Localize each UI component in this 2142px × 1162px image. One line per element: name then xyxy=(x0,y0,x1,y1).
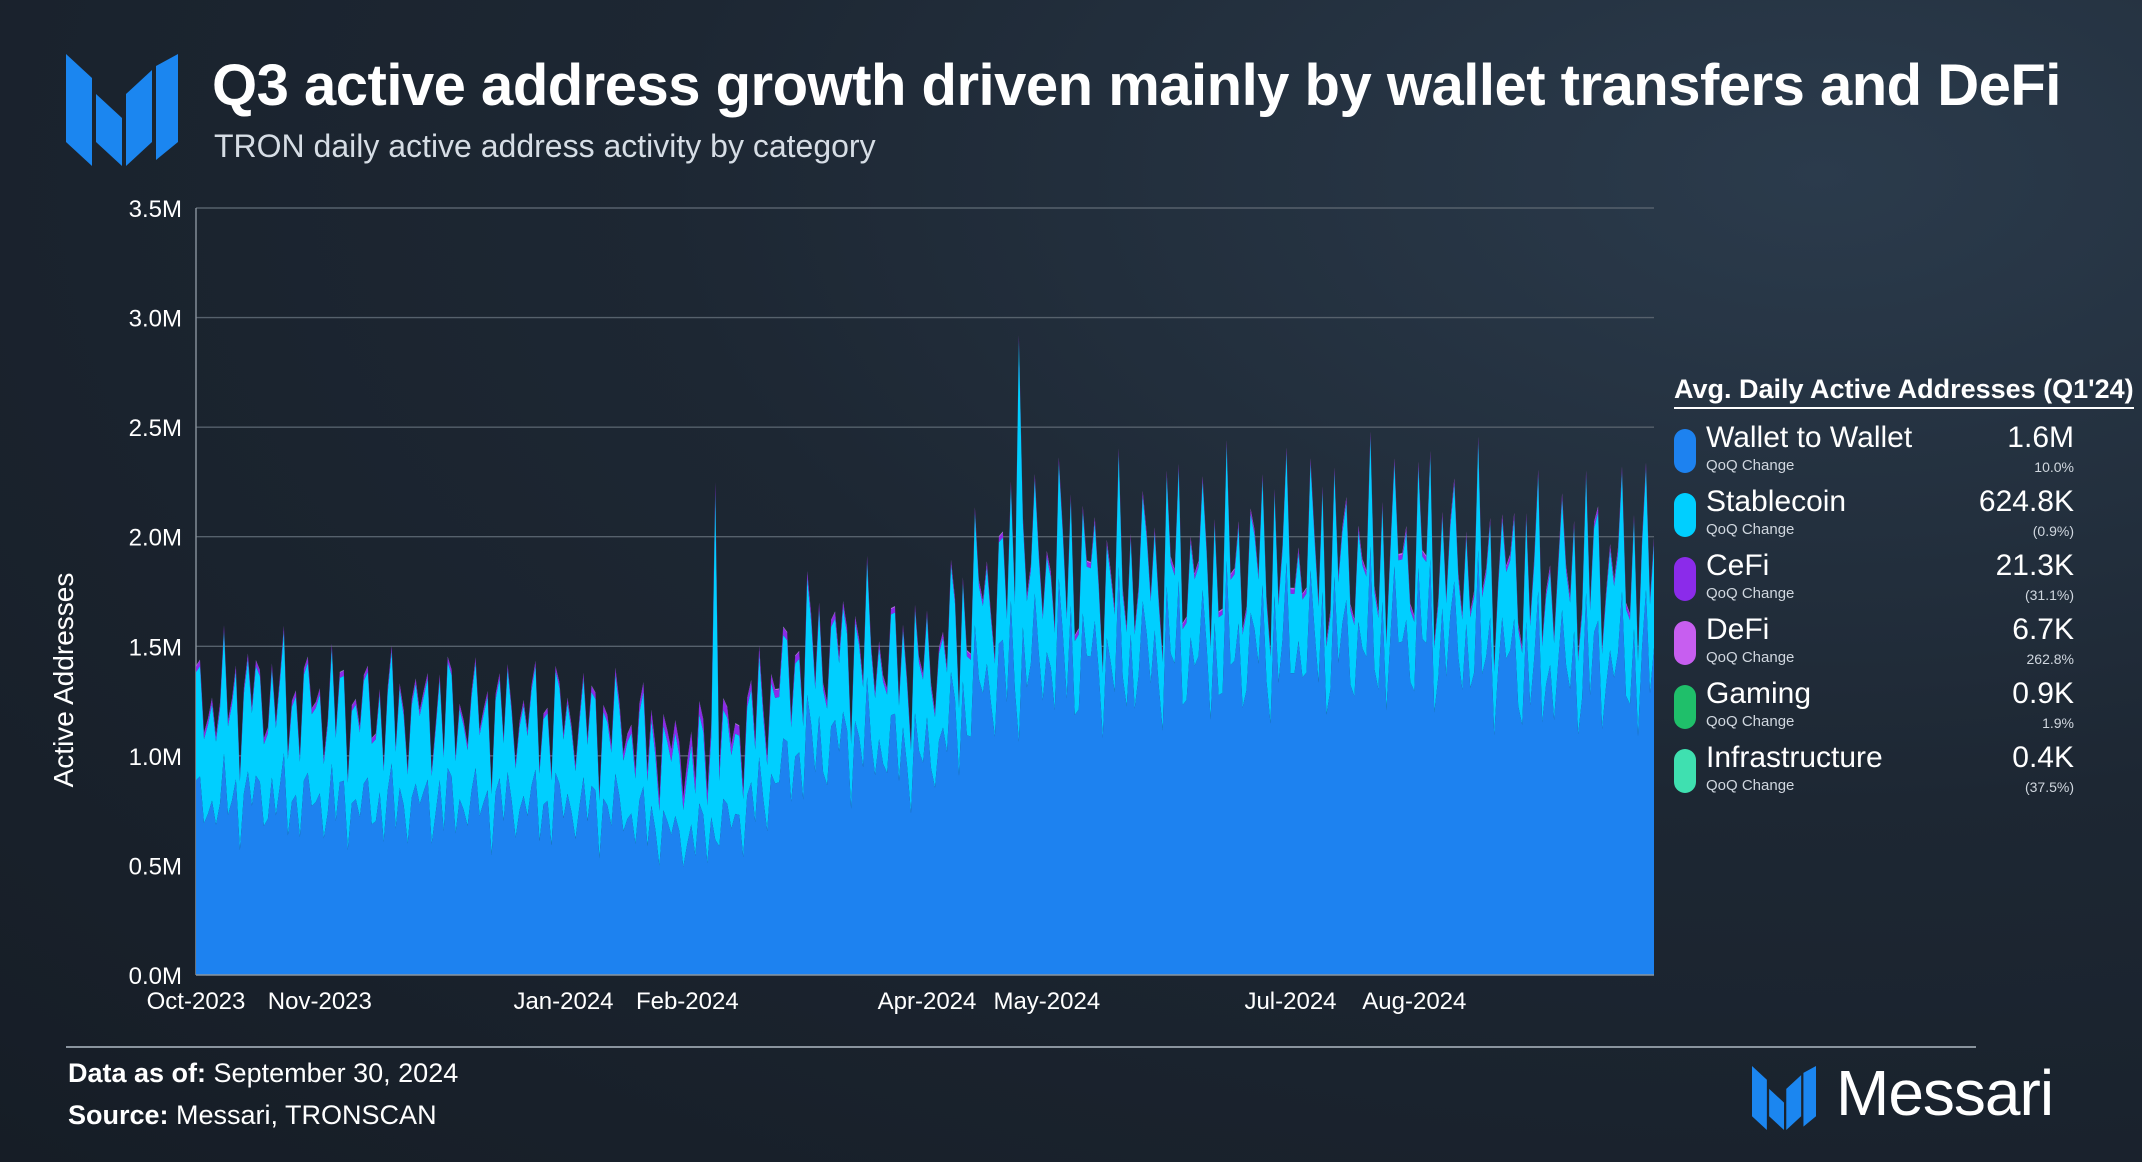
y-tick-label: 3.0M xyxy=(129,306,182,333)
legend-item-sublabel: QoQ Change xyxy=(1706,649,1795,666)
legend-item: Infrastructure QoQ Change 0.4K (37.5%) xyxy=(1674,735,2134,799)
stacked-area-chart: 0.0M 0.5M 1.0M 1.5M 2.0M 2.5M 3.0M 3.5M Oct-2023… xyxy=(129,196,1654,1015)
legend-item-name: Stablecoin xyxy=(1706,485,1847,518)
legend-item-change: 10.0% xyxy=(2034,459,2074,475)
legend-swatch xyxy=(1674,493,1696,537)
legend-item-value: 0.9K xyxy=(2012,677,2074,710)
x-tick-label: Apr-2024 xyxy=(878,988,977,1015)
y-tick-label: 0.0M xyxy=(129,963,182,990)
series-area-stablecoin xyxy=(196,341,1654,867)
page-title: Q3 active address growth driven mainly b… xyxy=(212,53,2061,118)
y-tick-label: 2.5M xyxy=(129,415,182,442)
x-tick-label: May-2024 xyxy=(993,988,1100,1015)
legend-item-value: 624.8K xyxy=(1978,485,2074,518)
legend-item-name: DeFi xyxy=(1706,613,1770,646)
x-tick-label: Feb-2024 xyxy=(636,988,739,1015)
legend-item-change: (31.1%) xyxy=(2024,587,2074,603)
x-tick-label: Jan-2024 xyxy=(513,988,613,1015)
legend-item-value: 21.3K xyxy=(1995,549,2074,582)
messari-logo-icon xyxy=(66,54,178,166)
y-tick-label: 1.5M xyxy=(129,634,182,661)
legend-item: CeFi QoQ Change 21.3K (31.1%) xyxy=(1674,543,2134,607)
legend-item-value: 6.7K xyxy=(2012,613,2074,646)
legend-item: Gaming QoQ Change 0.9K 1.9% xyxy=(1674,671,2134,735)
legend-item-value: 0.4K xyxy=(2012,741,2074,774)
y-axis-label: Active Addresses xyxy=(48,572,79,788)
legend: Avg. Daily Active Addresses (Q1'24) Wall… xyxy=(1674,374,2134,799)
data-as-of-label: Data as of: xyxy=(68,1058,207,1088)
legend-swatch xyxy=(1674,557,1696,601)
legend-item-sublabel: QoQ Change xyxy=(1706,713,1795,730)
brand-name: Messari xyxy=(1836,1057,2054,1129)
legend-item-change: 262.8% xyxy=(2026,651,2074,667)
x-tick-label: Oct-2023 xyxy=(147,988,246,1015)
legend-item-name: Wallet to Wallet xyxy=(1706,421,1913,454)
source-label: Source: xyxy=(68,1100,169,1130)
legend-item-change: (0.9%) xyxy=(2032,523,2074,539)
source-note: Source: Messari, TRONSCAN xyxy=(68,1100,437,1131)
legend-item-sublabel: QoQ Change xyxy=(1706,585,1795,602)
x-tick-label: Jul-2024 xyxy=(1244,988,1336,1015)
legend-item: Stablecoin QoQ Change 624.8K (0.9%) xyxy=(1674,479,2134,543)
source-value: Messari, TRONSCAN xyxy=(168,1100,437,1130)
messari-brand-icon xyxy=(1752,1066,1816,1130)
legend-swatch xyxy=(1674,749,1696,793)
legend-item-change: 1.9% xyxy=(2042,715,2074,731)
y-tick-label: 1.0M xyxy=(129,744,182,771)
y-tick-label: 2.0M xyxy=(129,525,182,552)
y-tick-label: 0.5M xyxy=(129,853,182,880)
data-as-of: Data as of: September 30, 2024 xyxy=(68,1058,458,1089)
legend-swatch xyxy=(1674,429,1696,473)
legend-item-sublabel: QoQ Change xyxy=(1706,777,1795,794)
legend-item-name: Gaming xyxy=(1706,677,1812,710)
y-tick-label: 3.5M xyxy=(129,196,182,223)
legend-item-value: 1.6M xyxy=(2007,421,2074,454)
legend-title: Avg. Daily Active Addresses (Q1'24) xyxy=(1674,374,2134,409)
legend-swatch xyxy=(1674,621,1696,665)
legend-item-sublabel: QoQ Change xyxy=(1706,457,1795,474)
footer-divider xyxy=(66,1046,1976,1048)
legend-item-sublabel: QoQ Change xyxy=(1706,521,1795,538)
legend-item-name: CeFi xyxy=(1706,549,1770,582)
x-tick-label: Nov-2023 xyxy=(268,988,372,1015)
legend-item-name: Infrastructure xyxy=(1706,741,1883,774)
series-area-wallet-to-wallet xyxy=(196,546,1654,975)
x-tick-label: Aug-2024 xyxy=(1362,988,1466,1015)
page-subtitle: TRON daily active address activity by ca… xyxy=(214,128,876,164)
legend-item-change: (37.5%) xyxy=(2024,779,2074,795)
legend-item: Wallet to Wallet QoQ Change 1.6M 10.0% xyxy=(1674,415,2134,479)
data-as-of-value: September 30, 2024 xyxy=(206,1058,459,1088)
legend-item: DeFi QoQ Change 6.7K 262.8% xyxy=(1674,607,2134,671)
legend-swatch xyxy=(1674,685,1696,729)
